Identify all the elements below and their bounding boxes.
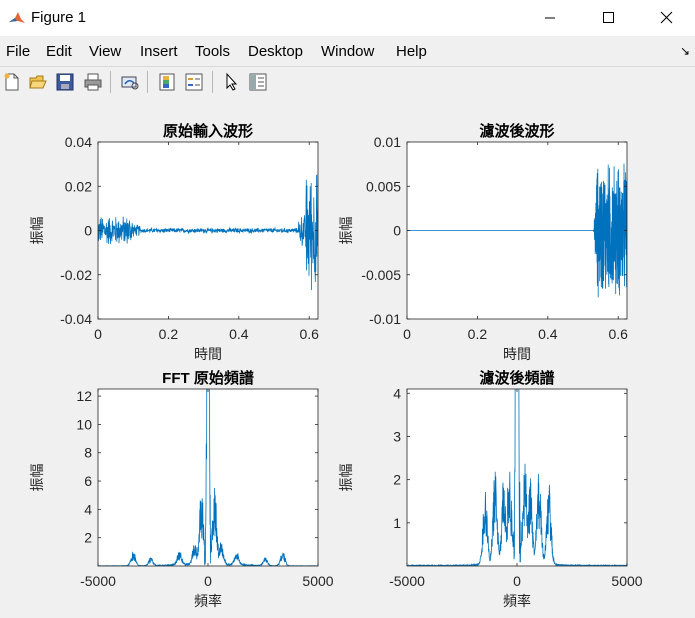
axes-1-title: 原始輸入波形 — [163, 122, 253, 140]
new-figure-icon[interactable] — [2, 72, 22, 92]
y-tick-label: 0.005 — [366, 178, 401, 194]
axes-2-title: 濾波後波形 — [479, 122, 554, 140]
x-tick-label: 0 — [204, 573, 212, 589]
x-tick-label: -5000 — [389, 573, 425, 589]
x-tick-label: 5000 — [302, 573, 333, 589]
y-tick-label: 10 — [76, 416, 92, 432]
x-axis-label: 時間 — [194, 346, 222, 362]
x-tick-label: 0 — [94, 326, 102, 342]
print-icon[interactable] — [83, 72, 103, 92]
y-tick-label: 8 — [84, 445, 92, 461]
series-line-2 — [407, 163, 627, 298]
legend-icon[interactable] — [184, 72, 204, 92]
x-axis-label: 頻率 — [194, 593, 222, 609]
y-tick-label: 4 — [393, 385, 401, 401]
minimize-button[interactable] — [527, 0, 573, 36]
y-tick-label: 1 — [393, 515, 401, 531]
y-tick-label: 0.02 — [65, 178, 92, 194]
y-tick-label: 0.01 — [374, 134, 401, 150]
matlab-logo-icon — [8, 9, 26, 27]
save-icon[interactable] — [55, 72, 75, 92]
menu-window[interactable]: Window — [321, 43, 375, 60]
close-button[interactable] — [643, 0, 689, 36]
axes-4-title: 濾波後頻譜 — [479, 369, 554, 387]
maximize-button[interactable] — [585, 0, 631, 36]
y-axis-label: 振幅 — [338, 464, 354, 492]
y-tick-label: 6 — [84, 473, 92, 489]
y-tick-label: 3 — [393, 428, 401, 444]
y-axis-label: 振幅 — [29, 464, 45, 492]
x-tick-label: 0 — [403, 326, 411, 342]
minimize-icon — [545, 17, 555, 19]
y-tick-label: 2 — [393, 472, 401, 488]
menu-tools[interactable]: Tools — [195, 43, 231, 60]
pointer-icon[interactable] — [222, 72, 242, 92]
series-line-3 — [98, 389, 318, 566]
x-axis-label: 時間 — [503, 346, 531, 362]
axes-3-background — [98, 389, 318, 566]
open-folder-icon[interactable] — [28, 72, 48, 92]
title-bar: Figure 1 — [0, 0, 695, 36]
maximize-icon — [603, 12, 614, 23]
x-axis-label: 頻率 — [503, 593, 531, 609]
menu-bar — [0, 36, 695, 66]
x-tick-label: 0.6 — [608, 326, 628, 342]
y-axis-label: 振幅 — [338, 217, 354, 245]
dock-figure-icon[interactable]: ↘ — [680, 44, 691, 58]
menu-insert[interactable]: Insert — [140, 43, 178, 60]
menu-view[interactable]: View — [89, 43, 122, 60]
x-tick-label: 0.2 — [468, 326, 488, 342]
x-tick-label: 0.6 — [299, 326, 319, 342]
toolbar-separator — [147, 71, 148, 93]
x-tick-label: 0.4 — [229, 326, 249, 342]
y-tick-label: 0 — [84, 223, 92, 239]
menu-file[interactable]: File — [6, 43, 31, 60]
property-editor-icon[interactable] — [248, 72, 268, 92]
x-tick-label: 0 — [513, 573, 521, 589]
series-line-1 — [98, 174, 318, 291]
y-tick-label: 0 — [393, 223, 401, 239]
axes-4-background — [407, 389, 627, 566]
x-tick-label: -5000 — [80, 573, 116, 589]
window-title: Figure 1 — [31, 9, 87, 26]
link-plot-icon[interactable] — [120, 72, 140, 92]
x-tick-label: 0.2 — [159, 326, 179, 342]
y-tick-label: 0.04 — [65, 134, 92, 150]
y-tick-label: 2 — [84, 530, 92, 546]
colorbar-icon[interactable] — [157, 72, 177, 92]
y-tick-label: -0.02 — [60, 267, 92, 283]
y-tick-label: -0.04 — [60, 311, 92, 327]
toolbar-separator — [212, 71, 213, 93]
figure-canvas[interactable]: 0 0.2 0.4 0.60.040.020-0.02-0.04原始輸入波形時間振幅0… — [0, 99, 695, 618]
y-tick-label: -0.005 — [361, 267, 401, 283]
menu-help[interactable]: Help — [396, 43, 427, 60]
toolbar — [0, 66, 695, 100]
y-tick-label: 12 — [76, 388, 92, 404]
y-axis-label: 振幅 — [29, 217, 45, 245]
x-tick-label: 0.4 — [538, 326, 558, 342]
axes-3-title: FFT 原始頻譜 — [162, 369, 254, 387]
y-tick-label: -0.01 — [369, 311, 401, 327]
y-tick-label: 4 — [84, 501, 92, 517]
menu-edit[interactable]: Edit — [46, 43, 72, 60]
toolbar-separator — [110, 71, 111, 93]
menu-desktop[interactable]: Desktop — [248, 43, 304, 60]
x-tick-label: 5000 — [611, 573, 642, 589]
close-icon — [660, 11, 673, 24]
